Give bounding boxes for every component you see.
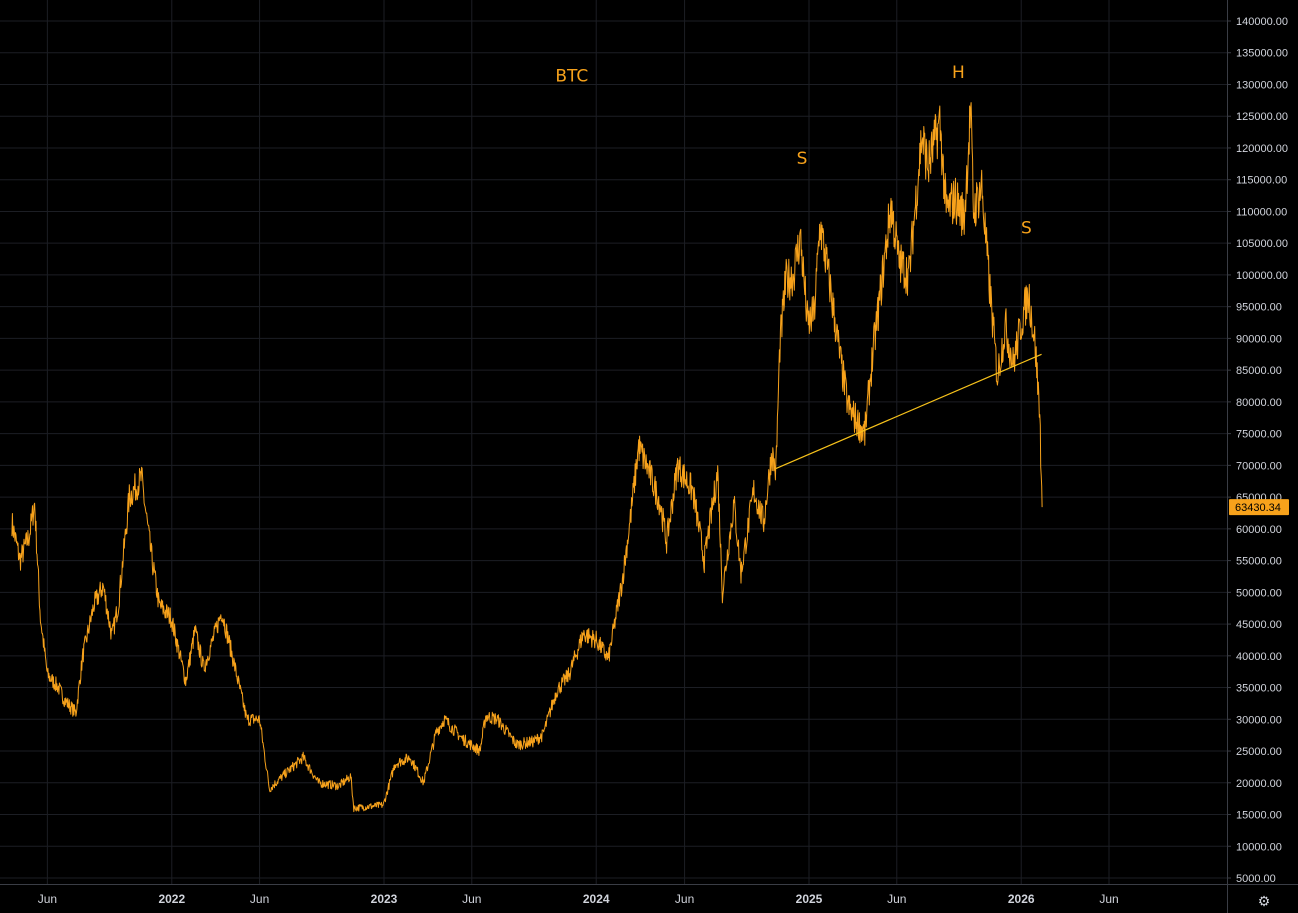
annotation-label: S — [797, 149, 808, 169]
annotation-label: H — [952, 63, 965, 83]
x-tick-label: 2023 — [371, 892, 398, 906]
last-price-tag-bg — [1229, 499, 1289, 516]
y-tick-label: 125000.00 — [1236, 111, 1288, 123]
settings-gear-icon[interactable]: ⚙ — [1257, 893, 1271, 909]
grid — [0, 0, 1227, 884]
x-tick-label: Jun — [887, 892, 906, 906]
y-tick-label: 120000.00 — [1236, 143, 1288, 155]
y-tick-label: 110000.00 — [1236, 206, 1287, 218]
x-tick-label: Jun — [675, 892, 694, 906]
y-tick-label: 30000.00 — [1236, 714, 1282, 726]
y-tick-label: 130000.00 — [1236, 79, 1288, 91]
y-tick-label: 55000.00 — [1236, 556, 1282, 568]
last-price-tag-label: 63430.34 — [1235, 502, 1281, 514]
y-tick-label: 20000.00 — [1236, 778, 1282, 790]
series-layer — [11, 102, 1043, 813]
y-tick-label: 40000.00 — [1236, 651, 1282, 663]
x-tick-label: Jun — [462, 892, 481, 906]
price-axis[interactable]: 140000.00 135000.00 130000.00 125000.00 1200… — [1227, 16, 1288, 885]
y-tick-label: 45000.00 — [1236, 619, 1282, 631]
x-tick-label: Jun — [38, 892, 57, 906]
annotation-label: S — [1021, 219, 1032, 239]
x-tick-label: Jun — [250, 892, 269, 906]
y-tick-label: 10000.00 — [1236, 841, 1282, 853]
x-tick-label: 2025 — [796, 892, 823, 906]
y-tick-label: 70000.00 — [1236, 460, 1282, 472]
y-tick-label: 135000.00 — [1236, 48, 1288, 60]
y-tick-label: 95000.00 — [1236, 302, 1282, 314]
trendline-layer — [775, 353, 1042, 470]
last-price-tag: 63430.34 — [1229, 499, 1289, 516]
y-tick-label: 105000.00 — [1236, 238, 1288, 250]
y-tick-label: 25000.00 — [1236, 746, 1282, 758]
y-tick-label: 15000.00 — [1236, 810, 1282, 822]
series-line-0 — [11, 102, 1043, 813]
time-axis[interactable]: Jun 2022 Jun 2023 Jun 2024 Jun 2025 Jun 2026 Jun — [38, 892, 1119, 906]
y-tick-label: 50000.00 — [1236, 587, 1282, 599]
y-tick-label: 35000.00 — [1236, 683, 1282, 695]
y-tick-label: 115000.00 — [1236, 175, 1287, 187]
annotation-label: BTC — [555, 66, 588, 86]
x-tick-label: 2022 — [158, 892, 185, 906]
x-tick-label: 2026 — [1008, 892, 1035, 906]
y-tick-label: 85000.00 — [1236, 365, 1282, 377]
y-tick-label: 140000.00 — [1236, 16, 1288, 28]
x-tick-label: Jun — [1099, 892, 1118, 906]
y-tick-label: 80000.00 — [1236, 397, 1282, 409]
neckline-trendline — [775, 353, 1042, 470]
x-tick-label: 2024 — [583, 892, 610, 906]
y-tick-label: 90000.00 — [1236, 333, 1282, 345]
y-tick-label: 5000.00 — [1236, 873, 1276, 885]
y-tick-label: 100000.00 — [1236, 270, 1288, 282]
annotation-layer: BTC S H S — [555, 63, 1032, 239]
y-tick-label: 75000.00 — [1236, 429, 1282, 441]
y-tick-label: 60000.00 — [1236, 524, 1282, 536]
